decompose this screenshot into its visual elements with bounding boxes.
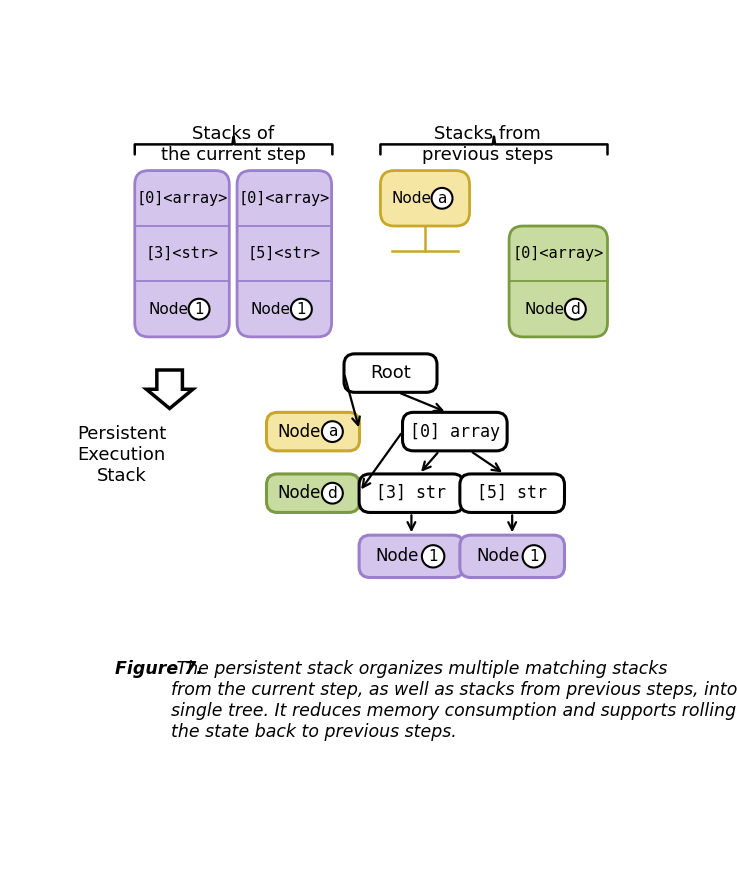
FancyBboxPatch shape bbox=[267, 413, 360, 451]
Text: Stacks of
the current step: Stacks of the current step bbox=[161, 125, 306, 164]
Text: [0] array: [0] array bbox=[410, 422, 500, 441]
Text: Node: Node bbox=[277, 484, 321, 502]
Text: d: d bbox=[327, 485, 338, 501]
Circle shape bbox=[189, 299, 209, 320]
FancyBboxPatch shape bbox=[460, 535, 565, 577]
Text: Node: Node bbox=[148, 301, 188, 316]
Text: The persistent stack organizes multiple matching stacks
from the current step, a: The persistent stack organizes multiple … bbox=[171, 661, 737, 741]
Circle shape bbox=[565, 299, 586, 320]
Circle shape bbox=[291, 299, 312, 320]
Text: Node: Node bbox=[376, 548, 419, 565]
Text: Persistent
Execution
Stack: Persistent Execution Stack bbox=[77, 425, 167, 484]
Text: [3] str: [3] str bbox=[377, 484, 447, 502]
Text: [0]<array>: [0]<array> bbox=[239, 191, 330, 206]
Text: [5]<str>: [5]<str> bbox=[248, 246, 321, 261]
Text: 1: 1 bbox=[296, 301, 306, 316]
Text: a: a bbox=[437, 191, 447, 206]
Text: Stacks from
previous steps: Stacks from previous steps bbox=[422, 125, 553, 164]
Text: d: d bbox=[570, 301, 580, 316]
Text: Root: Root bbox=[370, 364, 411, 382]
Text: a: a bbox=[328, 424, 337, 439]
Text: 1: 1 bbox=[529, 549, 539, 564]
Text: [5] str: [5] str bbox=[477, 484, 547, 502]
Text: [3]<str>: [3]<str> bbox=[145, 246, 219, 261]
Circle shape bbox=[422, 545, 444, 568]
FancyBboxPatch shape bbox=[380, 171, 469, 226]
Text: [0]<array>: [0]<array> bbox=[136, 191, 228, 206]
FancyBboxPatch shape bbox=[344, 354, 437, 392]
Circle shape bbox=[322, 483, 343, 504]
FancyBboxPatch shape bbox=[402, 413, 507, 451]
Circle shape bbox=[322, 421, 343, 442]
FancyBboxPatch shape bbox=[267, 474, 360, 512]
Polygon shape bbox=[147, 370, 193, 408]
Text: [0]<array>: [0]<array> bbox=[513, 246, 604, 261]
FancyBboxPatch shape bbox=[460, 474, 565, 512]
Circle shape bbox=[432, 187, 453, 208]
FancyBboxPatch shape bbox=[509, 226, 607, 337]
FancyBboxPatch shape bbox=[359, 474, 464, 512]
Circle shape bbox=[523, 545, 545, 568]
Text: Node: Node bbox=[477, 548, 520, 565]
Text: 1: 1 bbox=[195, 301, 204, 316]
Text: Node: Node bbox=[391, 191, 431, 206]
FancyBboxPatch shape bbox=[237, 171, 332, 337]
Text: Node: Node bbox=[251, 301, 290, 316]
Text: Node: Node bbox=[277, 422, 321, 441]
Text: Figure 7.: Figure 7. bbox=[116, 661, 203, 678]
Text: Node: Node bbox=[524, 301, 565, 316]
FancyBboxPatch shape bbox=[359, 535, 464, 577]
FancyBboxPatch shape bbox=[135, 171, 229, 337]
Text: 1: 1 bbox=[428, 549, 438, 564]
